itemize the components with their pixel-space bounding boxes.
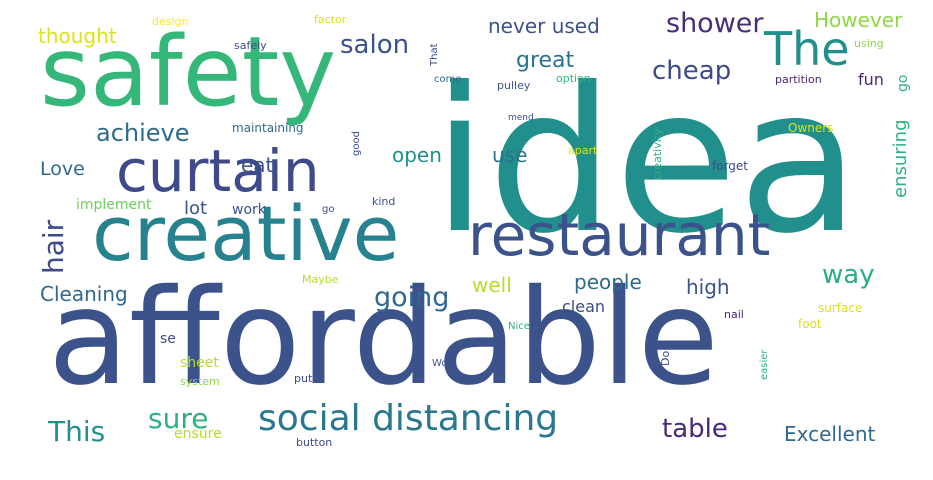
word-hair: hair <box>37 219 70 274</box>
word-idea: idea <box>432 45 861 278</box>
word-work: work <box>232 202 266 218</box>
word-maintaining: maintaining <box>232 121 304 135</box>
word-creative: creative <box>92 189 400 278</box>
word-clean: clean <box>562 297 606 316</box>
word-apart: apart <box>568 144 598 157</box>
word-restaurant: restaurant <box>468 201 771 269</box>
word-come: come <box>434 74 462 85</box>
word-shower: shower <box>666 8 764 39</box>
word-use: use <box>492 143 528 167</box>
word-put: put <box>294 372 313 385</box>
word-people: people <box>574 270 642 294</box>
word-owners: Owners <box>788 121 834 135</box>
word-the: The <box>764 22 850 76</box>
word-wow: Wow <box>432 358 456 369</box>
word-forget: forget <box>712 159 748 173</box>
word-surface: surface <box>818 301 863 315</box>
word-thought: thought <box>38 24 117 48</box>
word-nice: Nice <box>508 321 530 332</box>
word-going: going <box>374 282 450 313</box>
word-easier: easier <box>759 349 770 380</box>
word-lot: lot <box>184 198 208 219</box>
word-pulley: pulley <box>497 79 531 92</box>
word-way: way <box>822 260 875 290</box>
word-however: However <box>814 8 903 32</box>
word-partition: partition <box>775 73 822 86</box>
word-salon: salon <box>340 30 410 60</box>
word-implement: implement <box>76 197 152 213</box>
word-se: se <box>160 331 176 347</box>
word-table: table <box>662 414 728 444</box>
word-open: open <box>392 143 442 167</box>
word-cheap: cheap <box>652 56 732 86</box>
word-creativity: creativity <box>651 128 664 180</box>
word-go: go <box>322 204 335 215</box>
word-affordable: affordable <box>48 261 719 415</box>
word-cleaning: Cleaning <box>40 282 128 306</box>
word-system: system <box>180 375 220 388</box>
word-excellent: Excellent <box>784 422 876 446</box>
word-using: using <box>854 37 884 50</box>
word-mend: mend <box>508 113 534 123</box>
word-go: go <box>895 74 911 92</box>
word-never-used: never used <box>488 14 600 38</box>
word-curtain: curtain <box>116 137 320 205</box>
word-great: great <box>516 48 575 73</box>
word-safety: safety <box>40 16 337 128</box>
word-social-distancing: social distancing <box>258 398 559 439</box>
word-design: design <box>152 15 189 28</box>
word-that: That <box>429 43 440 67</box>
word-love: Love <box>40 158 85 180</box>
word-factor: factor <box>314 13 347 26</box>
word-eat: eat <box>241 153 274 177</box>
word-foot: foot <box>798 317 822 331</box>
word-ensure: ensure <box>174 426 222 442</box>
word-well: well <box>472 273 512 297</box>
word-ensuring: ensuring <box>890 119 911 198</box>
word-high: high <box>686 275 730 299</box>
word-nail: nail <box>724 308 744 321</box>
word-fun: fun <box>858 70 884 89</box>
word-sure: sure <box>148 402 209 435</box>
word-good: good <box>351 131 362 156</box>
word-button: button <box>296 436 333 449</box>
word-maybe: Maybe <box>302 273 339 286</box>
word-option: option <box>556 72 591 85</box>
word-do: Do <box>659 350 672 366</box>
word-this: This <box>48 415 106 448</box>
word-kind: kind <box>372 195 396 208</box>
word-safely: safely <box>234 39 267 52</box>
word-achieve: achieve <box>96 119 190 147</box>
word-sheet: sheet <box>180 355 219 371</box>
